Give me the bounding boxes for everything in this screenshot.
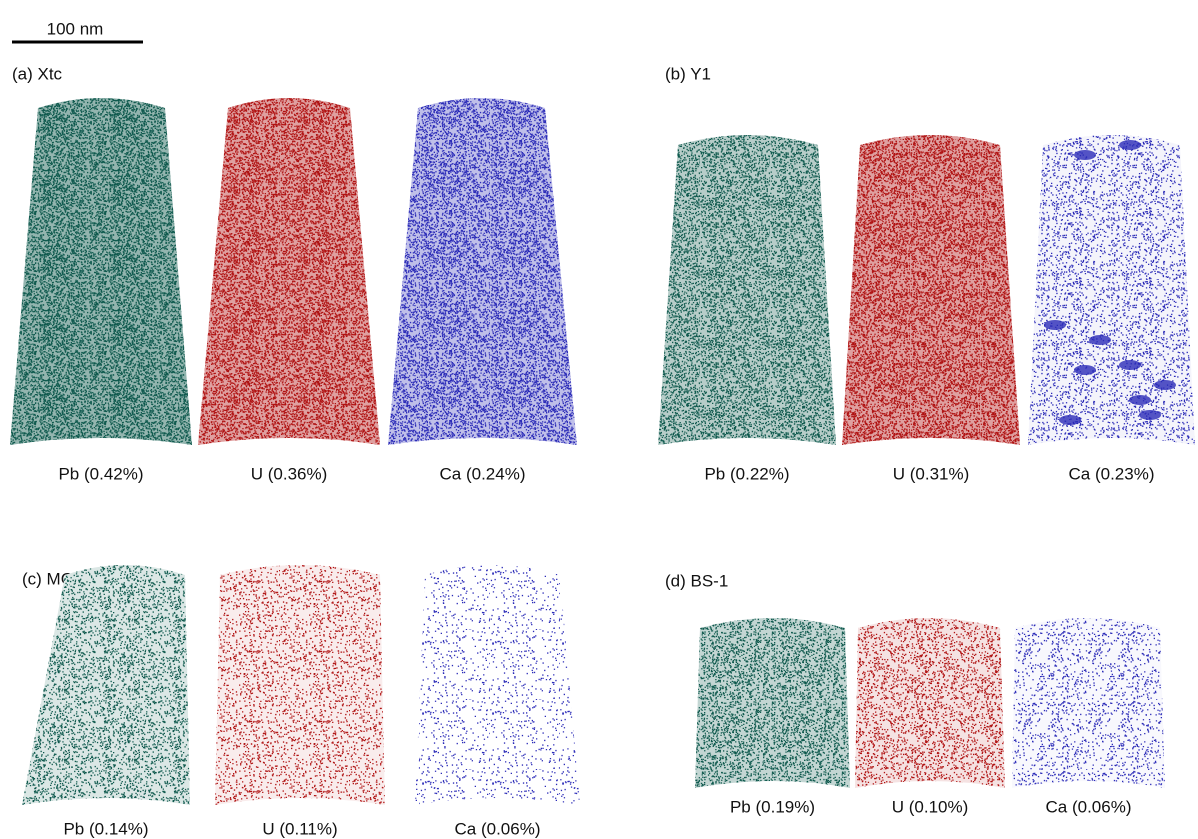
cluster [1059,415,1081,425]
map-label: Ca (0.24%) [440,464,526,483]
cluster [1154,380,1176,390]
cluster [1074,365,1096,375]
map-label: Pb (0.22%) [704,464,789,483]
atom-map [1012,618,1165,788]
cluster [1074,150,1096,160]
atom-map [388,98,577,445]
cluster [1139,410,1161,420]
atom-map [842,135,1020,445]
scale-bar-label: 100 nm [47,19,104,38]
panel-title: (b) Y1 [665,64,711,83]
map-label: U (0.36%) [251,464,328,483]
cluster [1119,140,1141,150]
cluster [1129,395,1151,405]
atom-map [22,565,190,805]
cluster [1044,320,1066,330]
map-label: Pb (0.14%) [63,819,148,838]
cluster [1119,360,1141,370]
atom-map [855,618,1005,788]
map-label: Pb (0.42%) [58,464,143,483]
atom-map [10,98,192,445]
atom-map [215,565,385,805]
map-label: Pb (0.19%) [730,797,815,816]
panel-title: (a) Xtc [12,64,63,83]
map-label: U (0.31%) [893,464,970,483]
atom-map [695,618,850,788]
figure: 100 nm (a) Xtc Pb (0.42%) U (0.36%) Ca (0.2… [0,0,1198,839]
cluster [1089,335,1111,345]
atom-map [198,98,380,445]
map-label: Ca (0.23%) [1069,464,1155,483]
atom-map [415,565,580,805]
map-label: Ca (0.06%) [1046,797,1132,816]
panel-title: (d) BS-1 [665,571,728,590]
map-label: U (0.11%) [262,819,337,838]
atom-map [1028,135,1195,445]
map-label: Ca (0.06%) [455,819,541,838]
map-label: U (0.10%) [892,797,969,816]
atom-map [658,135,836,445]
